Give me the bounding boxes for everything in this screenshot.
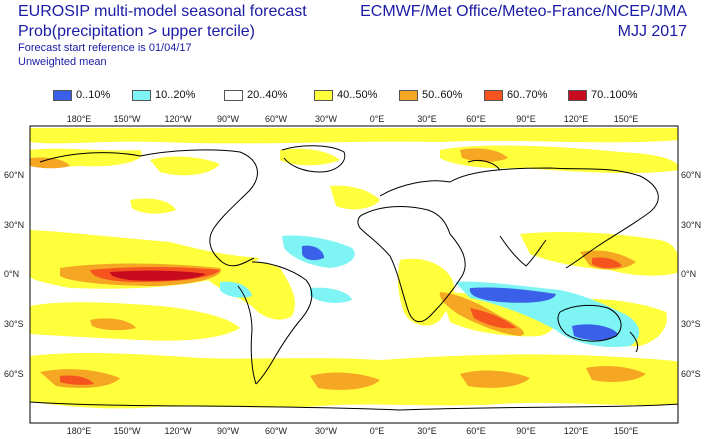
lon-label: 30°E	[417, 114, 437, 124]
legend-label: 50..60%	[422, 89, 463, 101]
lon-label: 30°E	[417, 426, 437, 436]
longitude-labels-top: 180°E 150°W 120°W 90°W 60°W 30°W 0°E 30°…	[67, 114, 639, 124]
legend-label: 70..100%	[591, 89, 638, 101]
lat-label: 60°S	[4, 369, 24, 379]
latitude-labels-left: 60°N 30°N 0°N 30°S 60°S	[4, 170, 24, 379]
legend-label: 10..20%	[155, 89, 196, 101]
legend-label: 60..70%	[507, 89, 548, 101]
lon-label: 180°E	[67, 426, 92, 436]
legend-swatch	[132, 89, 151, 101]
legend-item: 0..10%	[53, 89, 110, 101]
lon-label: 90°E	[516, 114, 536, 124]
lon-label: 180°E	[67, 114, 92, 124]
lon-label: 60°E	[466, 426, 486, 436]
legend-swatch	[314, 89, 333, 101]
lon-label: 60°W	[265, 114, 288, 124]
legend-item: 10..20%	[132, 89, 195, 101]
lon-label: 90°W	[217, 114, 240, 124]
latitude-labels-right: 60°N 30°N 0°N 30°S 60°S	[681, 170, 701, 379]
lon-label: 0°E	[370, 114, 385, 124]
lon-label: 0°E	[370, 426, 385, 436]
legend-label: 20..40%	[247, 89, 288, 101]
longitude-labels-bottom: 180°E 150°W 120°W 90°W 60°W 30°W 0°E 30°…	[67, 426, 639, 436]
lon-label: 120°E	[564, 114, 589, 124]
lat-label: 30°S	[4, 319, 24, 329]
legend-item: 20..40%	[224, 89, 287, 101]
lon-label: 30°W	[315, 426, 338, 436]
lon-label: 150°E	[614, 114, 639, 124]
probability-field	[30, 128, 678, 409]
legend-item: 50..60%	[399, 89, 462, 101]
lon-label: 60°E	[466, 114, 486, 124]
lat-label: 0°N	[4, 269, 19, 279]
lon-label: 150°W	[113, 114, 141, 124]
legend-swatch	[568, 89, 587, 101]
lon-label: 90°W	[217, 426, 240, 436]
color-legend: 0..10% 10..20% 20..40% 40..50% 50..60% 6…	[48, 89, 688, 103]
legend-item: 70..100%	[568, 89, 637, 101]
season-label: MJJ 2017	[617, 23, 687, 40]
legend-swatch	[399, 89, 418, 101]
legend-item: 60..70%	[484, 89, 547, 101]
lon-label: 30°W	[315, 114, 338, 124]
lat-label: 60°N	[4, 170, 24, 180]
map-title: EUROSIP multi-model seasonal forecast	[18, 3, 307, 20]
lat-label: 30°N	[681, 220, 701, 230]
legend-item: 40..50%	[314, 89, 377, 101]
lat-label: 60°S	[681, 369, 701, 379]
lon-label: 150°E	[614, 426, 639, 436]
coastlines	[30, 145, 678, 411]
map-frame	[29, 125, 679, 424]
legend-swatch	[484, 89, 503, 101]
legend-swatch	[224, 89, 243, 101]
legend-swatch	[53, 89, 72, 101]
lon-label: 120°W	[164, 114, 192, 124]
lat-label: 0°N	[681, 269, 696, 279]
lon-label: 150°W	[113, 426, 141, 436]
lon-label: 60°W	[265, 426, 288, 436]
lon-label: 90°E	[516, 426, 536, 436]
weighting-note: Unweighted mean	[18, 56, 107, 68]
map-subtitle: Prob(precipitation > upper tercile)	[18, 23, 256, 40]
forecast-start-note: Forecast start reference is 01/04/17	[18, 42, 192, 54]
centres-label: ECMWF/Met Office/Meteo-France/NCEP/JMA	[360, 3, 687, 20]
lat-label: 60°N	[681, 170, 701, 180]
legend-label: 0..10%	[76, 89, 111, 101]
lat-label: 30°S	[681, 319, 701, 329]
lon-label: 120°W	[164, 426, 192, 436]
lat-label: 30°N	[4, 220, 24, 230]
lon-label: 120°E	[564, 426, 589, 436]
legend-label: 40..50%	[337, 89, 378, 101]
